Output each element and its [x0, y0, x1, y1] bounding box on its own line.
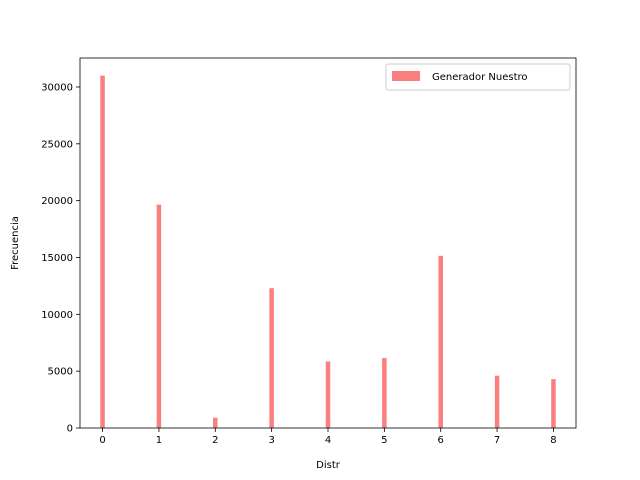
y-tick-label: 10000	[41, 310, 73, 321]
x-tick-label: 4	[325, 435, 331, 446]
legend-label: Generador Nuestro	[432, 72, 528, 83]
x-tick-label: 7	[494, 435, 500, 446]
x-tick-label: 6	[438, 435, 444, 446]
x-tick-label: 5	[381, 435, 387, 446]
legend-swatch	[392, 71, 420, 81]
bar-3	[269, 288, 274, 428]
y-tick-label: 25000	[41, 139, 73, 150]
y-tick-label: 15000	[41, 253, 73, 264]
y-tick-label: 30000	[41, 82, 73, 93]
x-tick-label: 3	[268, 435, 274, 446]
y-tick-label: 20000	[41, 196, 73, 207]
y-tick-label: 0	[67, 424, 73, 435]
bar-8	[551, 379, 556, 428]
x-tick-label: 2	[212, 435, 218, 446]
legend: Generador Nuestro	[385, 63, 571, 91]
x-axis-label: Distr	[316, 460, 341, 471]
legend-box	[385, 63, 571, 91]
bar-5	[382, 358, 387, 428]
y-axis-ticks: 0 5000 10000 15000 20000 25000 30000	[41, 82, 80, 435]
bar-0	[100, 75, 105, 428]
y-axis-label: Frecuencia	[10, 216, 21, 270]
bar-2	[213, 417, 218, 428]
x-tick-label: 0	[99, 435, 105, 446]
x-tick-label: 8	[550, 435, 556, 446]
bar-group	[100, 75, 556, 428]
bar-7	[494, 375, 500, 428]
bar-6	[438, 255, 443, 428]
bar-4	[325, 361, 331, 428]
x-tick-label: 1	[156, 435, 162, 446]
bar-1	[156, 204, 162, 428]
y-tick-label: 5000	[48, 367, 73, 378]
x-axis-ticks: 0 1 2 3 4 5 6 7 8	[99, 428, 557, 446]
